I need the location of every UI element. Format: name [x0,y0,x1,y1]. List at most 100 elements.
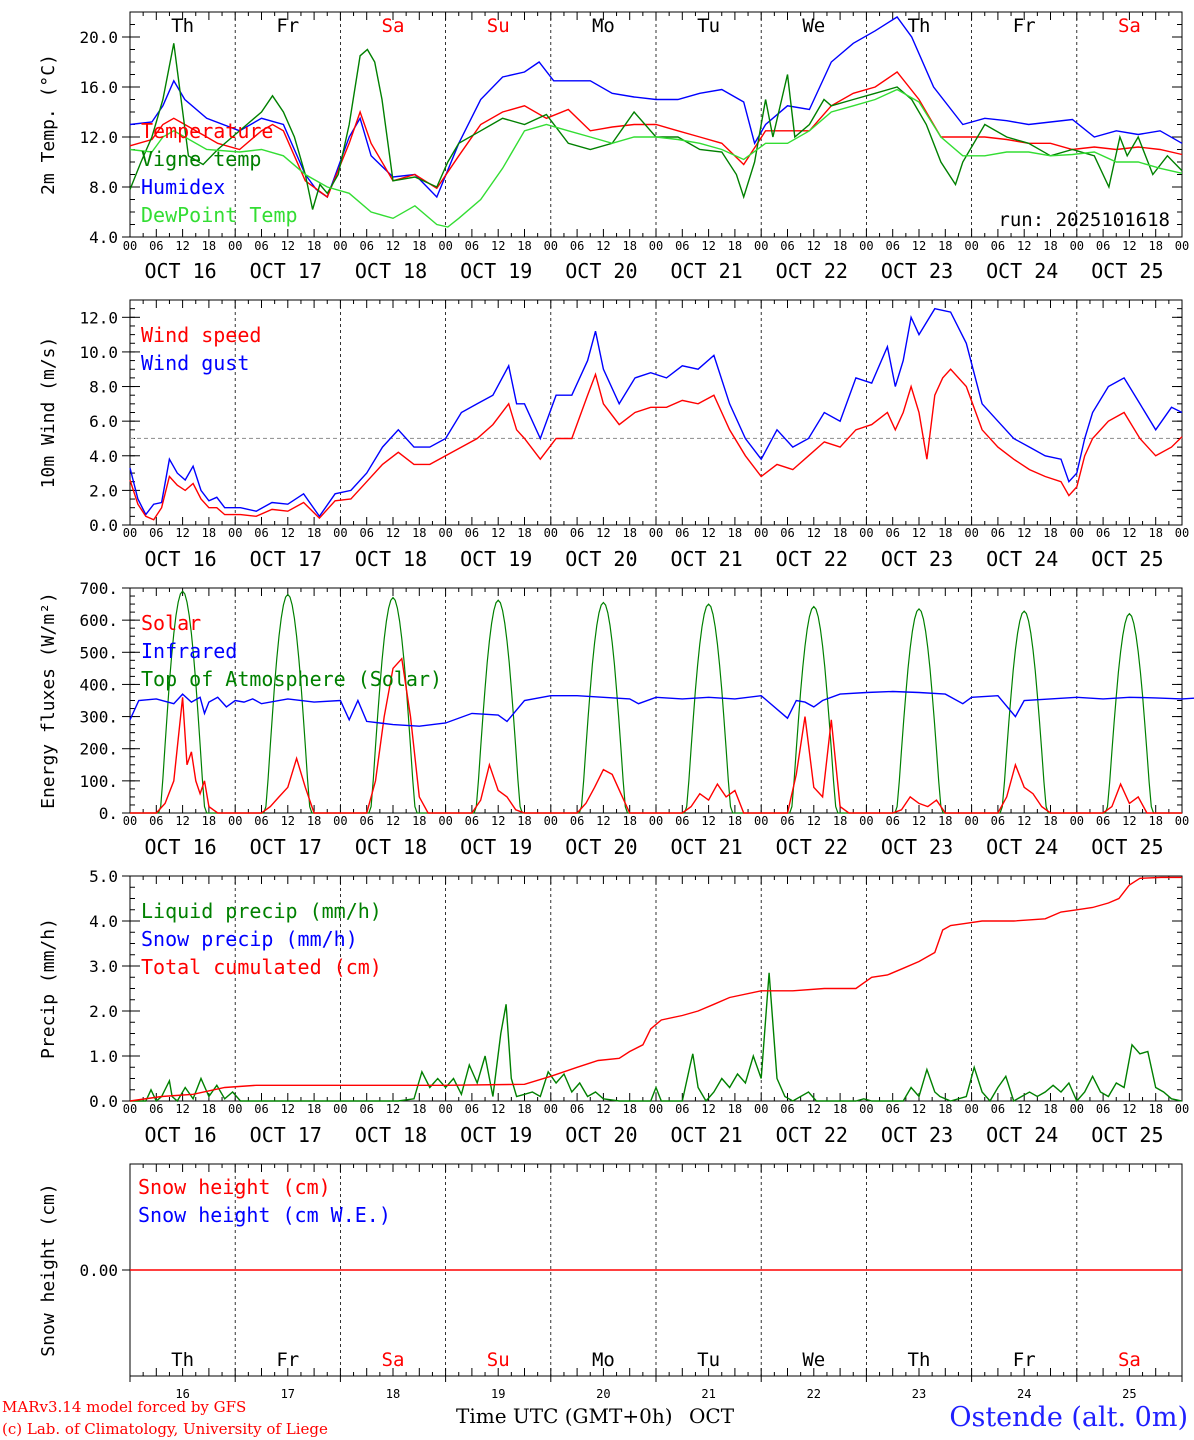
hour-tick-label: 06 [991,1102,1005,1116]
day-label: OCT 16 [144,259,216,283]
day-number: 24 [1017,1387,1031,1401]
day-number: 16 [175,1387,189,1401]
day-label: OCT 16 [144,1123,216,1147]
y-tick-label: 5.0 [89,867,118,886]
hour-tick-label: 00 [754,239,768,253]
y-tick-label: 700. [79,579,118,598]
hour-tick-label: 18 [412,239,426,253]
hour-tick-label: 12 [912,814,926,828]
hour-tick-label: 12 [1122,239,1136,253]
hour-tick-label: 18 [517,239,531,253]
y-tick-label: 2.0 [89,1002,118,1021]
hour-tick-label: 00 [1175,1102,1189,1116]
weekday-label: Sa [382,15,405,37]
hour-tick-label: 06 [780,1102,794,1116]
hour-tick-label: 12 [1017,1102,1031,1116]
y-tick-label: 6.0 [89,412,118,431]
hour-tick-label: 00 [859,526,873,540]
weekday-label: Th [908,1349,931,1371]
hour-tick-label: 06 [570,1102,584,1116]
hour-tick-label: 12 [281,239,295,253]
credit-line-2: (c) Lab. of Climatology, University of L… [2,1420,328,1438]
day-number: 19 [491,1387,505,1401]
hour-tick-label: 12 [596,526,610,540]
y-axis-label: Snow height (cm) [38,1183,59,1356]
hour-tick-label: 18 [1148,239,1162,253]
hour-tick-label: 00 [1175,526,1189,540]
y-axis-label: Energy fluxes (W/m²) [38,592,59,809]
legend-item: DewPoint Temp [141,203,298,227]
hour-tick-label: 00 [438,814,452,828]
run-annotation: run: 2025101618 [998,209,1170,231]
hour-tick-label: 12 [807,239,821,253]
hour-tick-label: 00 [123,526,137,540]
day-label: OCT 17 [250,259,322,283]
weekday-label: Su [487,1349,510,1371]
day-label: OCT 25 [1091,835,1163,859]
hour-tick-label: 00 [649,814,663,828]
y-tick-label: 4.0 [89,228,118,247]
hour-tick-label: 18 [728,1102,742,1116]
hour-tick-label: 00 [228,1102,242,1116]
hour-tick-label: 00 [544,239,558,253]
day-label: OCT 17 [250,547,322,571]
day-label: OCT 16 [144,835,216,859]
day-label: OCT 21 [670,1123,742,1147]
day-number: 23 [912,1387,926,1401]
day-label: OCT 24 [986,1123,1058,1147]
hour-tick-label: 00 [649,526,663,540]
hour-tick-label: 06 [675,1102,689,1116]
hour-tick-label: 00 [333,814,347,828]
hour-tick-label: 06 [991,526,1005,540]
hour-tick-label: 06 [885,239,899,253]
series-liquid-precip [130,972,1183,1103]
hour-tick-label: 12 [1122,814,1136,828]
hour-tick-label: 18 [1043,814,1057,828]
day-label: OCT 23 [881,259,953,283]
hour-tick-label: 12 [1017,239,1031,253]
legend-item: Wind gust [141,351,249,375]
hour-tick-label: 18 [622,239,636,253]
weekday-label: Tu [697,1349,720,1371]
legend-item: Total cumulated (cm) [141,955,382,979]
y-tick-label: 0.0 [89,1092,118,1111]
hour-tick-label: 18 [1148,526,1162,540]
weekday-label: Sa [382,1349,405,1371]
hour-tick-label: 18 [202,239,216,253]
hour-tick-label: 00 [1175,814,1189,828]
y-tick-label: 8.0 [89,378,118,397]
hour-tick-label: 18 [412,526,426,540]
x-axis-label: Time UTC (GMT+0h) [456,1404,673,1428]
y-tick-label: 3.0 [89,957,118,976]
weekday-label: Mo [592,15,615,37]
hour-tick-label: 12 [175,526,189,540]
y-tick-label: 8.0 [89,178,118,197]
hour-tick-label: 06 [991,239,1005,253]
x-axis-month: OCT [689,1404,735,1428]
day-label: OCT 23 [881,835,953,859]
weekday-label: Fr [1013,1349,1036,1371]
hour-tick-label: 18 [622,814,636,828]
hour-tick-label: 06 [254,239,268,253]
hour-tick-label: 12 [912,1102,926,1116]
hour-tick-label: 00 [1070,239,1084,253]
hour-tick-label: 18 [622,526,636,540]
day-label: OCT 21 [670,835,742,859]
day-label: OCT 25 [1091,1123,1163,1147]
series-temperature [129,71,1183,199]
legend-item: Vigne temp [141,147,261,171]
hour-tick-label: 18 [728,526,742,540]
hour-tick-label: 18 [833,1102,847,1116]
weekday-label: Fr [1013,15,1036,37]
plot-frame [129,299,1183,526]
hour-tick-label: 06 [254,526,268,540]
y-tick-label: 2.0 [89,481,118,500]
hour-tick-label: 12 [491,1102,505,1116]
day-number: 18 [386,1387,400,1401]
day-label: OCT 20 [565,259,637,283]
day-label: OCT 18 [355,547,427,571]
legend-item: Infrared [141,639,237,663]
series-infrared [129,690,1194,727]
hour-tick-label: 00 [754,526,768,540]
